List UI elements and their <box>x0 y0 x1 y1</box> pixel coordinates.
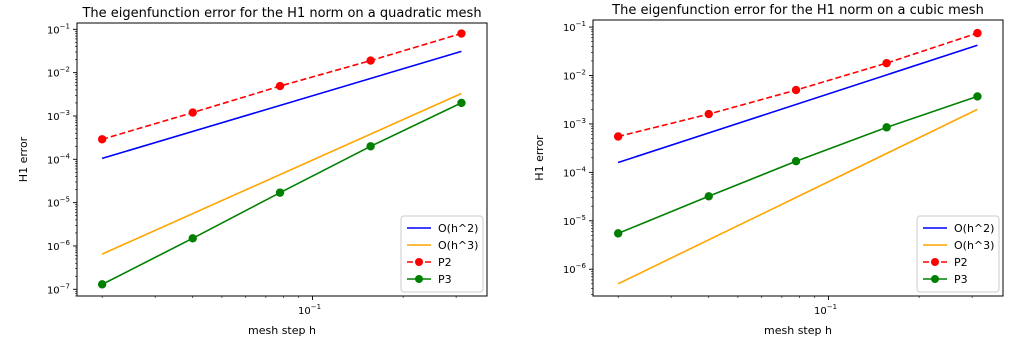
data-point-P2 <box>791 85 801 95</box>
chart-title: The eigenfunction error for the H1 norm … <box>81 6 481 21</box>
y-tick-label: 10−4 <box>563 165 587 179</box>
series-line-O(h^3) <box>617 108 978 285</box>
data-point-P3 <box>97 280 107 289</box>
legend-marker-P3 <box>931 275 939 283</box>
y-tick-label: 10−3 <box>47 109 70 123</box>
data-point-P3 <box>457 98 466 108</box>
y-tick-label: 10−5 <box>563 214 586 228</box>
y-tick-label: 10−3 <box>563 117 586 131</box>
data-point-P2 <box>97 135 107 144</box>
legend-label: P2 <box>438 256 452 269</box>
data-point-P3 <box>275 188 285 197</box>
data-point-P3 <box>613 229 623 238</box>
y-tick-label: 10−6 <box>563 262 587 276</box>
series-line-O(h^3) <box>101 92 462 255</box>
y-tick-label: 10−2 <box>47 66 70 80</box>
legend-label: O(h^2) <box>438 222 478 235</box>
chart-panel-1: The eigenfunction error for the H1 norm … <box>17 6 488 337</box>
y-tick-label: 10−2 <box>563 69 586 83</box>
legend-label: P3 <box>438 273 452 286</box>
data-point-P3 <box>973 92 982 101</box>
legend: O(h^2) O(h^3) P2 P3 <box>400 215 484 293</box>
y-tick-label: 10−1 <box>47 22 70 36</box>
y-tick-label: 10−5 <box>47 196 70 210</box>
y-tick-label: 10−7 <box>47 282 70 296</box>
legend-frame <box>400 215 484 293</box>
x-tick-label: 10−1 <box>814 303 837 317</box>
data-point-P3 <box>882 123 891 132</box>
data-point-P2 <box>704 109 713 119</box>
data-point-P2 <box>188 108 197 117</box>
data-point-P2 <box>613 132 623 141</box>
data-point-P2 <box>882 58 891 68</box>
data-point-P3 <box>366 142 375 151</box>
legend-label: O(h^3) <box>954 239 994 252</box>
series-line-O(h^2) <box>101 50 462 160</box>
series-line-P2 <box>617 32 978 138</box>
legend-label: O(h^3) <box>438 239 478 252</box>
y-tick-label: 10−4 <box>47 152 71 166</box>
legend-label: P3 <box>954 273 968 286</box>
y-axis-label: H1 error <box>17 136 30 182</box>
legend-marker-P3 <box>415 275 423 283</box>
chart-title: The eigenfunction error for the H1 norm … <box>611 3 984 18</box>
data-point-P3 <box>791 157 801 166</box>
legend-frame <box>916 215 1000 293</box>
legend-marker-P2 <box>415 258 423 266</box>
chart-panel-2: The eigenfunction error for the H1 norm … <box>533 3 1004 337</box>
y-tick-label: 10−1 <box>563 20 586 34</box>
x-axis-label: mesh step h <box>764 324 832 337</box>
x-axis-label: mesh step h <box>248 324 316 337</box>
legend-label: P2 <box>954 256 968 269</box>
data-point-P2 <box>973 28 982 38</box>
legend-label: O(h^2) <box>954 222 994 235</box>
y-tick-label: 10−6 <box>47 239 71 253</box>
data-point-P3 <box>188 234 197 243</box>
data-point-P3 <box>704 192 713 201</box>
data-point-P2 <box>366 56 375 65</box>
legend: O(h^2) O(h^3) P2 P3 <box>916 215 1000 293</box>
legend-marker-P2 <box>931 258 939 266</box>
x-tick-label: 10−1 <box>298 303 321 317</box>
data-point-P2 <box>457 29 466 38</box>
series-line-O(h^2) <box>617 44 978 164</box>
data-point-P2 <box>275 81 285 91</box>
y-axis-label: H1 error <box>533 135 546 181</box>
